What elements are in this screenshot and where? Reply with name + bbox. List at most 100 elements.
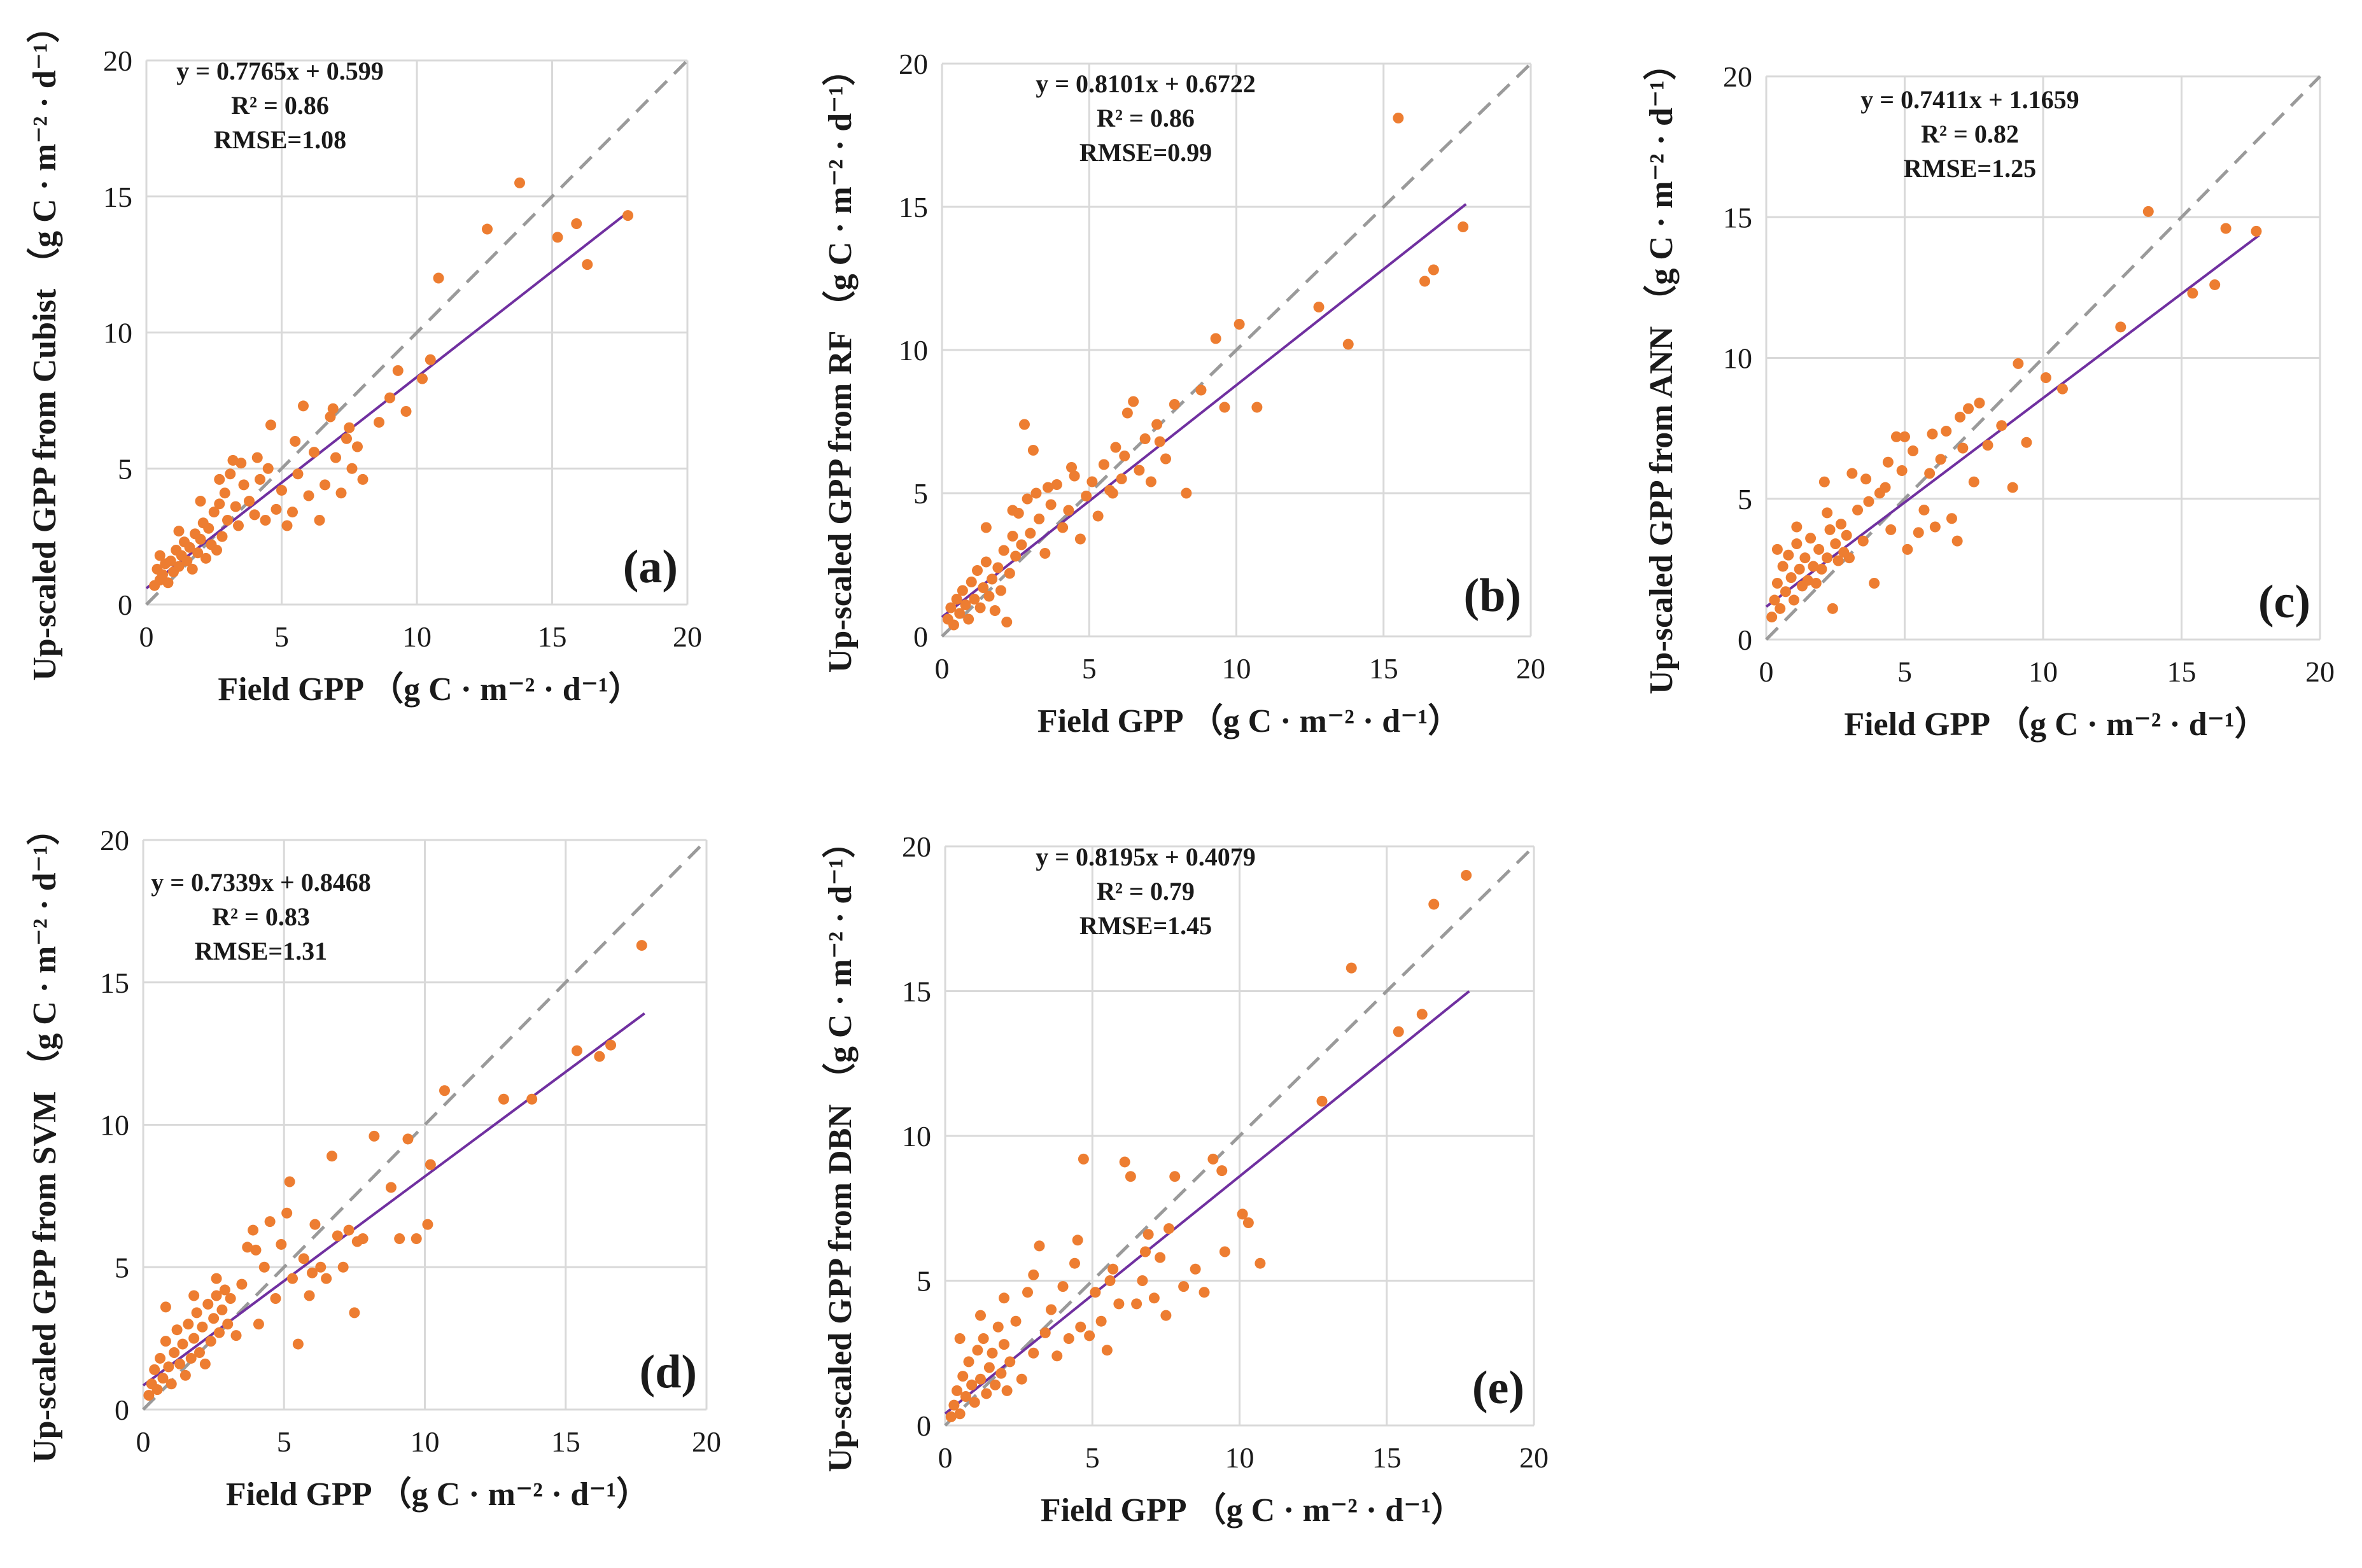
panel-a-point — [157, 569, 168, 580]
panel-e-fit-line — [944, 990, 1470, 1415]
panel-d-point — [321, 1273, 332, 1284]
panel-b-point — [1428, 264, 1439, 276]
panel-a-point — [327, 403, 339, 414]
panel-c-point — [1857, 535, 1869, 547]
panel-a-xlabel: Field GPP （g C · m⁻² · d⁻¹） — [218, 671, 641, 708]
panel-d-point — [174, 1358, 186, 1369]
panel-b-point — [1043, 482, 1053, 493]
panel-e-point — [1190, 1263, 1201, 1275]
panel-b-point — [1234, 319, 1245, 330]
panel-d-point — [292, 1338, 304, 1350]
panel-d-xtick-label: 5 — [277, 1425, 292, 1458]
panel-a-point — [335, 487, 347, 499]
panel-a-point — [571, 218, 582, 229]
panel-a-point — [255, 473, 265, 485]
panel-d-point — [439, 1085, 450, 1096]
panel-c-point — [1844, 552, 1855, 564]
panel-e-point — [972, 1345, 983, 1356]
panel-b-xtick-label: 10 — [1222, 652, 1251, 685]
panel-c-point — [1777, 561, 1789, 572]
panel-d-point — [425, 1159, 436, 1170]
panel-d-xtick-label: 20 — [692, 1425, 721, 1458]
panel-b-point — [1051, 479, 1062, 490]
panel-e-point — [1069, 1257, 1080, 1269]
panel-a-xtick-label: 10 — [402, 620, 432, 653]
panel-a-point — [281, 520, 293, 531]
panel-b-point — [1419, 276, 1430, 287]
panel-d-xtick-label: 10 — [411, 1425, 440, 1458]
panel-b-point — [960, 599, 971, 610]
panel-b-ytick-label: 15 — [899, 191, 928, 223]
panel-d-label: (d) — [640, 1346, 697, 1398]
panel-a-point — [200, 552, 211, 564]
panel-e-point — [960, 1391, 971, 1402]
panel-c-ytick-label: 20 — [1723, 60, 1752, 93]
panel-e-point — [1346, 962, 1357, 974]
panel-c-point — [1799, 552, 1811, 564]
panel-c-points — [1766, 206, 2262, 623]
panel-c-point — [1880, 482, 1891, 493]
panel-a-point — [344, 422, 355, 433]
panel-e-point — [990, 1379, 1001, 1390]
panel-d-point — [185, 1352, 197, 1364]
panel-d-point — [177, 1338, 188, 1350]
panel-c-point — [1927, 428, 1938, 440]
panel-c-r2: R² = 0.82 — [1921, 120, 2019, 148]
panel-e-point — [1078, 1153, 1089, 1165]
panel-a-point — [181, 556, 193, 567]
panel-e-point — [995, 1368, 1007, 1379]
panel-e-point — [1016, 1373, 1027, 1385]
panel-a-point — [320, 479, 330, 491]
panel-c-point — [2013, 358, 2024, 369]
panel-d-ytick-label: 20 — [100, 824, 129, 857]
panel-a-point — [433, 272, 444, 284]
panel-e-xlabel: Field GPP （g C · m⁻² · d⁻¹） — [1041, 1492, 1464, 1529]
panel-a-point — [298, 400, 309, 412]
panel-e-point — [1163, 1223, 1174, 1235]
panel-e-point — [1142, 1229, 1154, 1240]
panel-c-point — [1924, 468, 1936, 479]
panel-d-ytick-label: 10 — [100, 1109, 129, 1142]
panel-b-points — [942, 113, 1469, 631]
panel-b-point — [1069, 470, 1080, 482]
panel-a-point — [225, 468, 236, 480]
panel-b-label: (b) — [1464, 570, 1521, 622]
panel-e-point — [1393, 1026, 1404, 1037]
panel-b-point — [1181, 487, 1192, 499]
panel-e-point — [1169, 1171, 1181, 1182]
panel-d: 0 5 10 15 20 0 5 10 15 20 y = 0.7339x + … — [26, 812, 721, 1513]
panel-e-ytick-label: 15 — [902, 976, 931, 1008]
panel-b-point — [963, 613, 974, 625]
panel-b-point — [1007, 505, 1018, 516]
panel-c-point — [1808, 561, 1819, 572]
panel-d-point — [332, 1230, 343, 1242]
panel-d-point — [183, 1319, 194, 1330]
panel-e-point — [1075, 1321, 1086, 1333]
panel-e-point — [1090, 1287, 1101, 1298]
panel-b-point — [1034, 514, 1045, 524]
panel-d-point — [197, 1321, 208, 1333]
panel-d-point — [191, 1307, 202, 1319]
panel-d-point — [225, 1292, 236, 1304]
panel-e-point — [1131, 1298, 1142, 1310]
panel-a-ytick-label: 5 — [118, 452, 132, 485]
panel-e-xtick-label: 5 — [1085, 1441, 1100, 1474]
panel-e-ytick-label: 0 — [917, 1410, 931, 1442]
panel-e-point — [1063, 1333, 1074, 1344]
panel-e-point — [1160, 1310, 1172, 1321]
panel-b-point — [1039, 548, 1051, 559]
panel-a-point — [357, 473, 369, 485]
panel-b-point — [1119, 451, 1130, 461]
panel-c-point — [1896, 465, 1908, 476]
panel-a-points — [149, 177, 633, 591]
panel-e-point — [957, 1371, 969, 1382]
panel-d-point — [337, 1261, 349, 1273]
panel-b-point — [945, 602, 957, 613]
panel-b-point — [1219, 402, 1230, 413]
panel-d-point — [211, 1290, 222, 1301]
panel-c-point — [1769, 594, 1780, 606]
panel-e-point — [999, 1292, 1009, 1304]
panel-c-point — [1816, 563, 1827, 575]
panel-b-point — [1063, 505, 1074, 516]
panel-c-ytick-label: 5 — [1738, 483, 1752, 515]
